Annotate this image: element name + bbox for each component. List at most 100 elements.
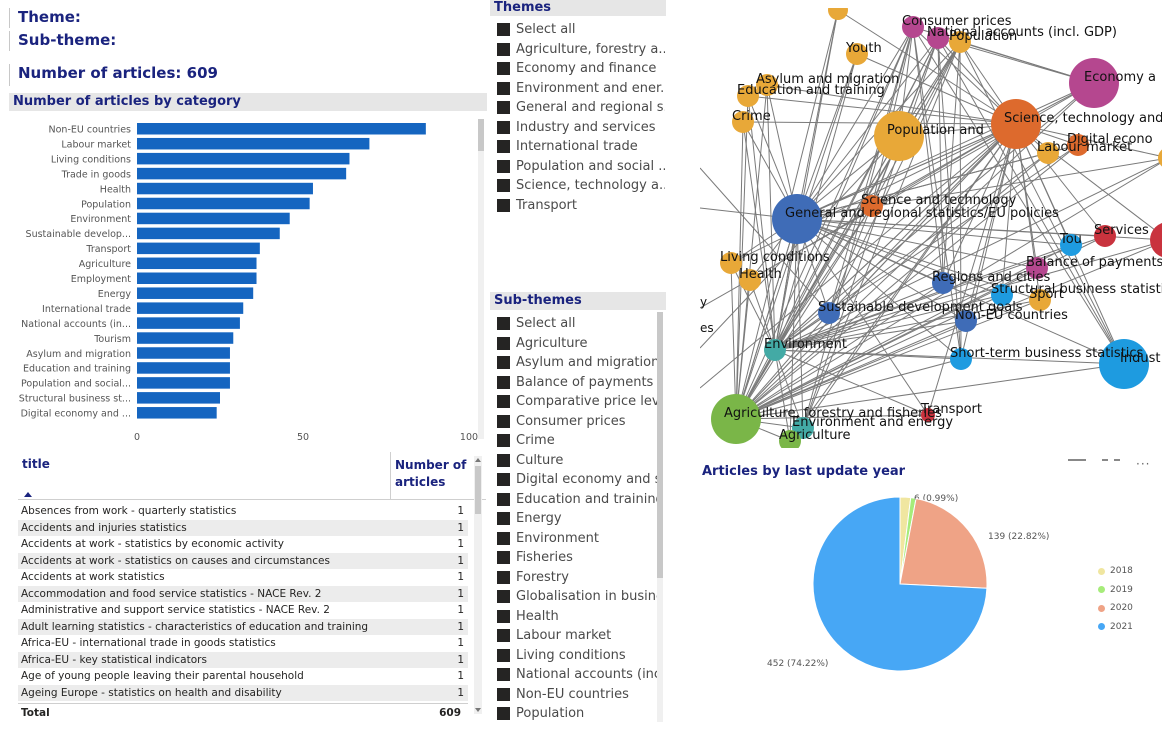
table-row[interactable]: Accidents and injuries statistics 1: [18, 519, 468, 536]
checkbox-icon[interactable]: [497, 317, 510, 331]
table-row[interactable]: Absences from work - quarterly statistic…: [18, 503, 468, 520]
network-node[interactable]: [955, 310, 977, 332]
checkbox-icon[interactable]: [497, 120, 510, 134]
checkbox-icon[interactable]: [497, 395, 510, 409]
checkbox-icon[interactable]: [497, 609, 510, 623]
bar[interactable]: [137, 257, 257, 270]
network-node[interactable]: [818, 302, 840, 324]
subthemes-item[interactable]: Agriculture: [497, 334, 657, 354]
subthemes-item[interactable]: Health: [497, 607, 657, 627]
bar-chart-scrollbar[interactable]: [478, 119, 484, 439]
filter-icon[interactable]: [1102, 459, 1120, 466]
subthemes-scroll-thumb[interactable]: [657, 312, 663, 578]
network-node[interactable]: [737, 85, 759, 107]
network-node[interactable]: [1026, 257, 1048, 279]
network-node[interactable]: [772, 194, 822, 244]
network-node[interactable]: [739, 269, 761, 291]
pie-slice[interactable]: [899, 497, 988, 589]
checkbox-icon[interactable]: [497, 492, 510, 506]
network-graph[interactable]: Consumer prices National accounts (incl. …: [700, 8, 1162, 448]
checkbox-icon[interactable]: [497, 648, 510, 662]
subthemes-item[interactable]: Living conditions: [497, 646, 657, 666]
checkbox-icon[interactable]: [497, 62, 510, 76]
themes-item[interactable]: Agriculture, forestry a...: [497, 40, 665, 60]
network-node[interactable]: [1099, 339, 1149, 389]
checkbox-icon[interactable]: [497, 336, 510, 350]
checkbox-icon[interactable]: [497, 473, 510, 487]
checkbox-icon[interactable]: [497, 356, 510, 370]
themes-item[interactable]: International trade: [497, 137, 665, 157]
table-header-count[interactable]: Number of articles: [390, 452, 486, 499]
table-row[interactable]: Accommodation and food service statistic…: [18, 585, 468, 602]
network-node[interactable]: [828, 8, 848, 20]
subthemes-item[interactable]: Crime: [497, 431, 657, 451]
checkbox-icon[interactable]: [497, 687, 510, 701]
focus-mode-icon[interactable]: [1068, 459, 1086, 466]
pie-slice[interactable]: [812, 496, 988, 672]
legend-item[interactable]: 2021: [1098, 618, 1158, 637]
subthemes-item[interactable]: Forestry: [497, 568, 657, 588]
checkbox-icon[interactable]: [497, 453, 510, 467]
bar[interactable]: [137, 152, 350, 165]
network-node[interactable]: [861, 195, 883, 217]
table-scroll-thumb[interactable]: [475, 466, 481, 514]
bar[interactable]: [137, 392, 220, 404]
themes-item[interactable]: Transport: [497, 196, 665, 216]
more-options-icon[interactable]: ···: [1136, 457, 1151, 471]
checkbox-icon[interactable]: [497, 414, 510, 428]
subthemes-item[interactable]: Comparative price lev...: [497, 392, 657, 412]
checkbox-icon[interactable]: [497, 198, 510, 212]
checkbox-icon[interactable]: [497, 668, 510, 682]
bar[interactable]: [137, 272, 257, 285]
table-row[interactable]: Adult learning statistics - characterist…: [18, 618, 468, 635]
bar[interactable]: [137, 123, 426, 135]
checkbox-icon[interactable]: [497, 531, 510, 545]
themes-item[interactable]: Environment and ener...: [497, 79, 665, 99]
network-node[interactable]: [874, 111, 924, 161]
subthemes-item[interactable]: Labour market: [497, 626, 657, 646]
network-node[interactable]: [756, 74, 778, 96]
table-row[interactable]: Accidents at work - statistics on causes…: [18, 552, 468, 569]
subthemes-item[interactable]: Non-EU countries: [497, 685, 657, 705]
network-node[interactable]: [1158, 147, 1162, 169]
subthemes-item[interactable]: Consumer prices: [497, 412, 657, 432]
scroll-down-icon[interactable]: [475, 708, 481, 712]
checkbox-icon[interactable]: [497, 179, 510, 193]
subthemes-item[interactable]: Fisheries: [497, 548, 657, 568]
table-row[interactable]: Africa-EU - key statistical indicators 1: [18, 651, 468, 668]
bar[interactable]: [137, 167, 347, 180]
legend-item[interactable]: 2020: [1098, 599, 1158, 618]
network-node[interactable]: [779, 430, 801, 448]
checkbox-icon[interactable]: [497, 101, 510, 115]
bar[interactable]: [137, 347, 230, 359]
subthemes-item[interactable]: Asylum and migration: [497, 353, 657, 373]
checkbox-icon[interactable]: [497, 42, 510, 56]
checkbox-icon[interactable]: [497, 434, 510, 448]
checkbox-icon[interactable]: [497, 707, 510, 721]
network-node[interactable]: [927, 27, 949, 49]
network-node[interactable]: [1060, 234, 1082, 256]
subthemes-item[interactable]: Select all: [497, 314, 657, 334]
network-node[interactable]: [846, 43, 868, 65]
themes-item[interactable]: Select all: [497, 20, 665, 40]
table-header-title[interactable]: title: [18, 452, 390, 499]
network-node[interactable]: [1029, 289, 1051, 311]
bar[interactable]: [137, 317, 240, 329]
table-row[interactable]: Accidents at work statistics 1: [18, 569, 468, 586]
network-node[interactable]: [711, 394, 761, 444]
bar[interactable]: [137, 227, 280, 240]
bar[interactable]: [137, 407, 217, 419]
checkbox-icon[interactable]: [497, 551, 510, 565]
subthemes-scrollbar[interactable]: [657, 312, 663, 722]
network-node[interactable]: [1094, 225, 1116, 247]
checkbox-icon[interactable]: [497, 140, 510, 154]
subthemes-item[interactable]: Education and training: [497, 490, 657, 510]
legend-item[interactable]: 2019: [1098, 581, 1158, 600]
themes-item[interactable]: Economy and finance: [497, 59, 665, 79]
checkbox-icon[interactable]: [497, 629, 510, 643]
table-row[interactable]: Africa-EU - international trade in goods…: [18, 635, 468, 652]
bar[interactable]: [137, 212, 290, 225]
network-node[interactable]: [932, 272, 954, 294]
themes-item[interactable]: Industry and services: [497, 118, 665, 138]
